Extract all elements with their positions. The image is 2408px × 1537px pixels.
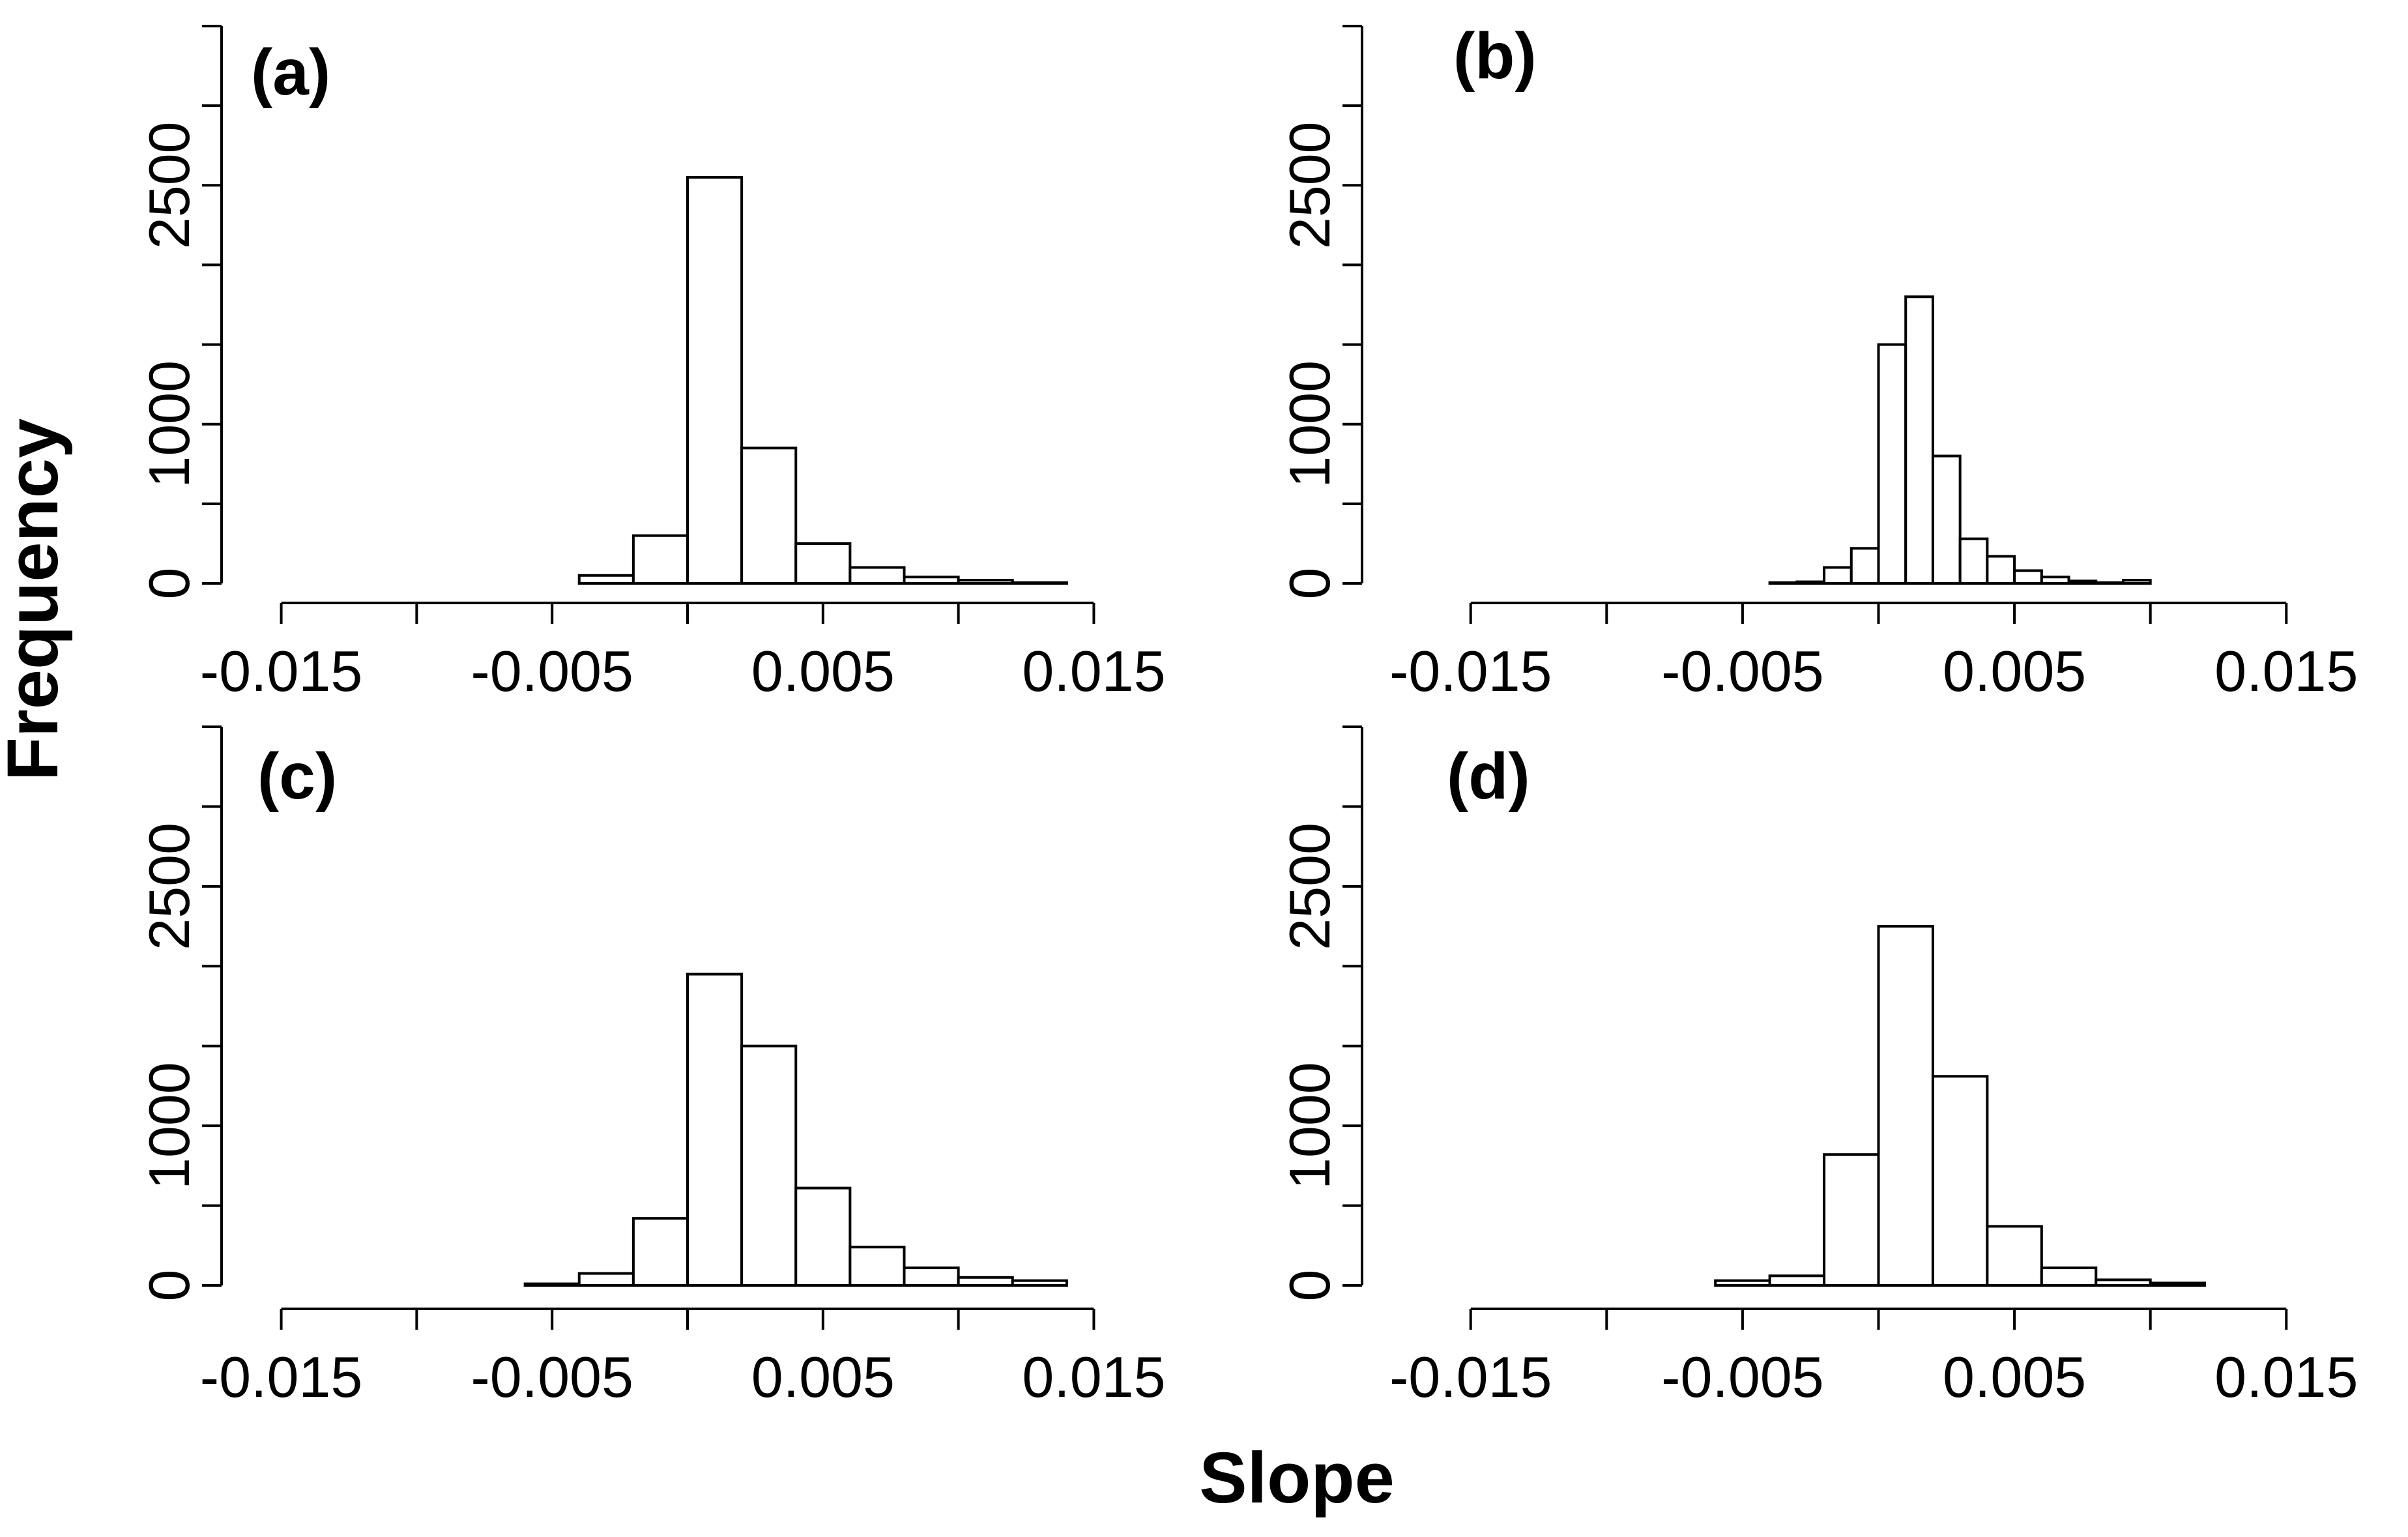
- histogram-bar: [1823, 566, 1853, 585]
- histogram-bar: [1795, 580, 1826, 585]
- histogram-bar: [2095, 1278, 2152, 1287]
- y-tick-label: 0: [137, 1270, 201, 1302]
- panel-c: 0 1000 2500 -0.015 -0.005 0.005 0.015 (c): [137, 725, 1166, 1409]
- panel-label: (d): [1447, 740, 1530, 813]
- histogram-bar: [1986, 555, 2016, 585]
- histogram-bar: [740, 446, 798, 585]
- histogram-bar: [1768, 1274, 1826, 1287]
- x-tick-label: -0.015: [1389, 1345, 1552, 1409]
- histogram-bar: [523, 1282, 581, 1287]
- histogram-bar: [631, 1217, 689, 1287]
- x-tick-label: -0.015: [1389, 639, 1552, 703]
- histogram-bar: [903, 1266, 960, 1287]
- histogram-bar: [686, 176, 744, 585]
- histogram-bar: [849, 566, 906, 585]
- y-tick-label: 0: [137, 568, 201, 600]
- histogram-bar: [957, 1276, 1014, 1287]
- x-tick-label: 0.015: [1022, 639, 1165, 703]
- y-tick-label: 1000: [1277, 360, 1342, 488]
- x-tick-label: 0.015: [1022, 1345, 1165, 1409]
- y-tick-label: 0: [1277, 568, 1342, 600]
- histogram-bar: [1823, 1153, 1880, 1287]
- histogram-bar: [1931, 1075, 1989, 1287]
- histogram-bar: [686, 973, 744, 1287]
- x-tick-label: -0.005: [471, 1345, 633, 1409]
- histogram-bar: [1011, 1279, 1068, 1287]
- histogram-bar: [2040, 576, 2070, 585]
- histogram-bar: [2013, 569, 2043, 585]
- x-axis-label: Slope: [1199, 1438, 1395, 1518]
- y-tick-label: 2500: [1277, 121, 1342, 249]
- histogram-bar: [1931, 454, 1962, 585]
- y-tick-label: 2500: [137, 823, 201, 950]
- histogram-bar: [2149, 1281, 2207, 1287]
- histogram-bar: [1877, 343, 1908, 585]
- panel-a: 0 1000 2500 -0.015 -0.005 0.005 0.015 (a): [137, 25, 1166, 703]
- y-tick-label: 2500: [1277, 823, 1342, 950]
- histogram-bar: [631, 534, 689, 585]
- histogram-bar: [1986, 1225, 2043, 1287]
- x-tick-label: -0.005: [471, 639, 633, 703]
- y-tick-label: 1000: [137, 1062, 201, 1190]
- histogram-bar: [1714, 1279, 1771, 1287]
- x-tick-label: 0.015: [2214, 1345, 2358, 1409]
- x-tick-label: 0.005: [751, 1345, 895, 1409]
- histogram-bar: [957, 579, 1014, 585]
- histogram-bar: [2121, 579, 2152, 585]
- panel-label: (b): [1453, 20, 1537, 93]
- histogram-bar: [577, 1272, 635, 1287]
- histogram-bar: [794, 1186, 852, 1287]
- histogram-bar: [903, 576, 960, 585]
- x-tick-label: 0.005: [1943, 639, 2086, 703]
- x-tick-label: -0.015: [200, 639, 363, 703]
- y-tick-label: 2500: [137, 121, 201, 249]
- panel-label: (a): [251, 36, 330, 109]
- histogram-bar: [577, 574, 635, 585]
- histogram-bar: [849, 1246, 906, 1287]
- histogram-bar: [794, 542, 852, 585]
- panel-b: 0 1000 2500 -0.015 -0.005 0.005 0.015 (b): [1277, 20, 2358, 703]
- x-tick-label: -0.005: [1661, 639, 1824, 703]
- x-tick-label: -0.015: [200, 1345, 363, 1409]
- x-tick-label: 0.015: [2214, 639, 2358, 703]
- histogram-bar: [2067, 579, 2098, 585]
- panel-label: (c): [257, 740, 337, 813]
- x-tick-label: -0.005: [1661, 1345, 1824, 1409]
- y-tick-label: 1000: [137, 360, 201, 488]
- y-tick-label: 1000: [1277, 1062, 1342, 1190]
- y-axis-label: Frequency: [0, 418, 73, 781]
- x-tick-label: 0.005: [751, 639, 895, 703]
- histogram-bar: [740, 1044, 798, 1287]
- histogram-bar: [1850, 547, 1880, 585]
- y-tick-label: 0: [1277, 1270, 1342, 1302]
- histogram-bar: [1958, 537, 1989, 585]
- x-tick-label: 0.005: [1943, 1345, 2086, 1409]
- panel-d: 0 1000 2500 -0.015 -0.005 0.005 0.015 (d): [1277, 725, 2358, 1409]
- histogram-bar: [1877, 925, 1934, 1287]
- histogram-bar: [1904, 295, 1934, 585]
- histogram-bar: [2040, 1266, 2098, 1287]
